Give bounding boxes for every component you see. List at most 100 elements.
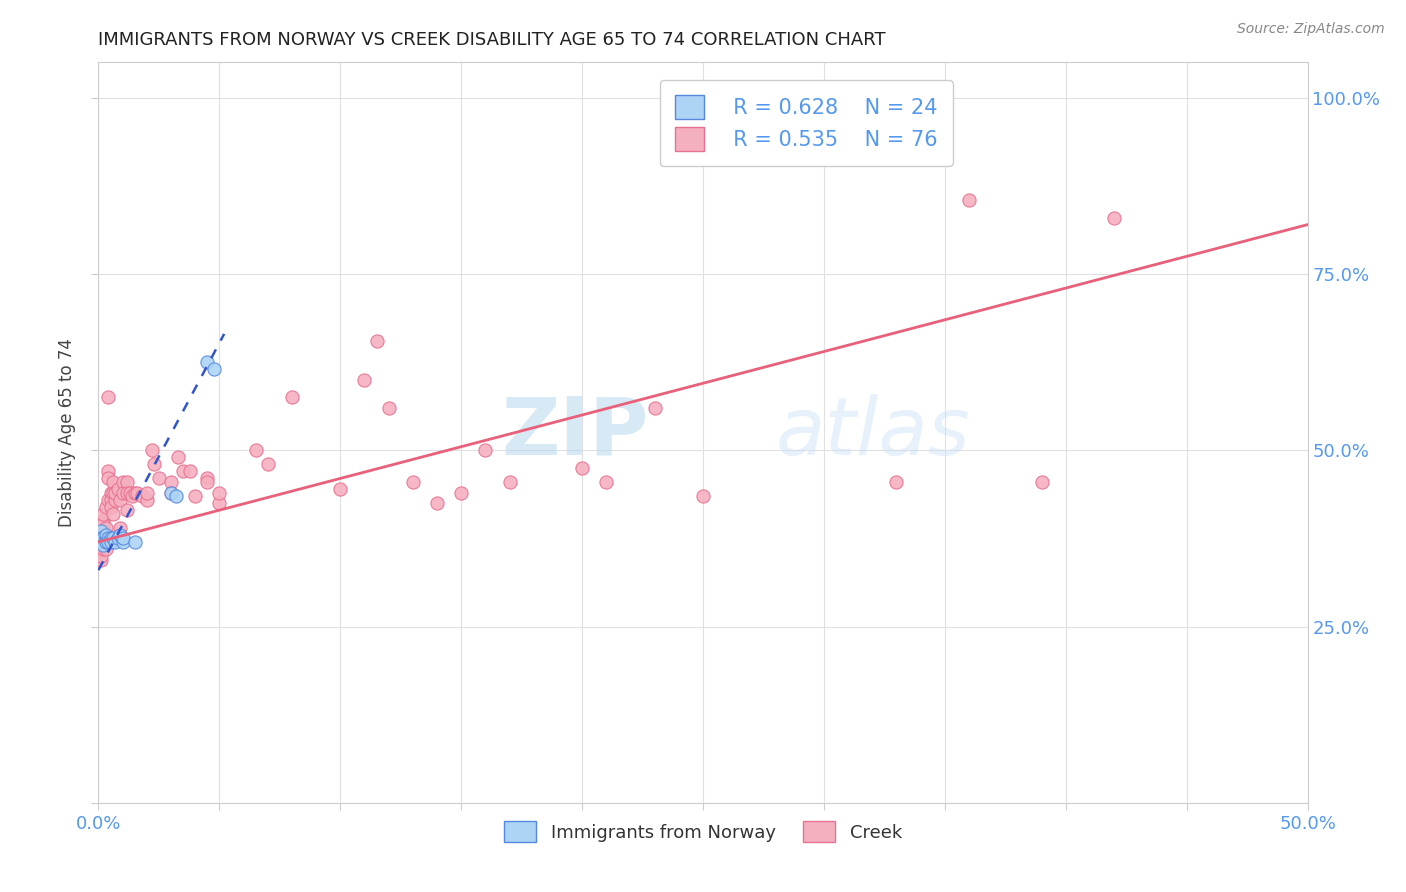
- Point: [1102, 211, 1125, 225]
- Point: [111, 485, 134, 500]
- Point: [94, 521, 117, 535]
- Point: [141, 443, 163, 458]
- Point: [111, 535, 134, 549]
- Point: [94, 535, 117, 549]
- Point: [118, 485, 141, 500]
- Text: IMMIGRANTS FROM NORWAY VS CREEK DISABILITY AGE 65 TO 74 CORRELATION CHART: IMMIGRANTS FROM NORWAY VS CREEK DISABILI…: [98, 31, 886, 49]
- Point: [90, 538, 112, 552]
- Point: [281, 390, 304, 404]
- Point: [104, 485, 127, 500]
- Point: [195, 475, 218, 489]
- Point: [957, 193, 980, 207]
- Point: [571, 461, 593, 475]
- Y-axis label: Disability Age 65 to 74: Disability Age 65 to 74: [58, 338, 76, 527]
- Point: [94, 528, 117, 542]
- Point: [366, 334, 388, 348]
- Point: [90, 541, 112, 556]
- Point: [377, 401, 399, 415]
- Point: [160, 475, 183, 489]
- Point: [91, 538, 114, 552]
- Point: [160, 485, 183, 500]
- Point: [108, 528, 131, 542]
- Text: Source: ZipAtlas.com: Source: ZipAtlas.com: [1237, 22, 1385, 37]
- Point: [90, 532, 112, 546]
- Point: [245, 443, 267, 458]
- Point: [886, 475, 908, 489]
- Point: [100, 485, 122, 500]
- Point: [117, 475, 139, 489]
- Point: [90, 535, 112, 549]
- Point: [94, 532, 117, 546]
- Point: [97, 464, 120, 478]
- Point: [94, 541, 117, 556]
- Point: [208, 485, 231, 500]
- Point: [91, 535, 114, 549]
- Point: [195, 471, 218, 485]
- Point: [595, 475, 617, 489]
- Point: [90, 549, 112, 563]
- Point: [148, 471, 170, 485]
- Point: [107, 532, 129, 546]
- Point: [91, 507, 114, 521]
- Text: atlas: atlas: [776, 393, 970, 472]
- Point: [131, 489, 153, 503]
- Point: [91, 528, 114, 542]
- Point: [100, 500, 122, 514]
- Point: [426, 496, 449, 510]
- Point: [195, 355, 218, 369]
- Point: [353, 373, 375, 387]
- Point: [97, 492, 120, 507]
- Text: ZIP: ZIP: [502, 393, 648, 472]
- Point: [692, 489, 714, 503]
- Point: [100, 532, 122, 546]
- Point: [184, 489, 207, 503]
- Point: [256, 458, 278, 472]
- Point: [111, 475, 134, 489]
- Point: [90, 545, 112, 559]
- Point: [91, 541, 114, 556]
- Point: [1031, 475, 1053, 489]
- Point: [91, 535, 114, 549]
- Point: [101, 485, 124, 500]
- Point: [117, 485, 139, 500]
- Point: [127, 485, 149, 500]
- Point: [160, 485, 183, 500]
- Point: [165, 489, 187, 503]
- Point: [644, 401, 666, 415]
- Point: [135, 492, 157, 507]
- Point: [498, 475, 520, 489]
- Point: [100, 535, 122, 549]
- Point: [91, 532, 114, 546]
- Legend: Immigrants from Norway, Creek: Immigrants from Norway, Creek: [496, 814, 910, 849]
- Point: [91, 517, 114, 532]
- Point: [474, 443, 496, 458]
- Point: [97, 390, 120, 404]
- Point: [104, 535, 127, 549]
- Point: [124, 535, 146, 549]
- Point: [135, 485, 157, 500]
- Point: [90, 552, 112, 566]
- Point: [402, 475, 425, 489]
- Point: [450, 485, 472, 500]
- Point: [124, 485, 146, 500]
- Point: [172, 464, 194, 478]
- Point: [94, 500, 117, 514]
- Point: [329, 482, 352, 496]
- Point: [208, 496, 231, 510]
- Point: [90, 528, 112, 542]
- Point: [97, 535, 120, 549]
- Point: [90, 524, 112, 539]
- Point: [101, 507, 124, 521]
- Point: [104, 492, 127, 507]
- Point: [143, 458, 166, 472]
- Point: [101, 475, 124, 489]
- Point: [91, 514, 114, 528]
- Point: [97, 471, 120, 485]
- Point: [111, 532, 134, 546]
- Point: [90, 532, 112, 546]
- Point: [90, 532, 112, 546]
- Point: [167, 450, 190, 465]
- Point: [108, 521, 131, 535]
- Point: [97, 532, 120, 546]
- Point: [100, 492, 122, 507]
